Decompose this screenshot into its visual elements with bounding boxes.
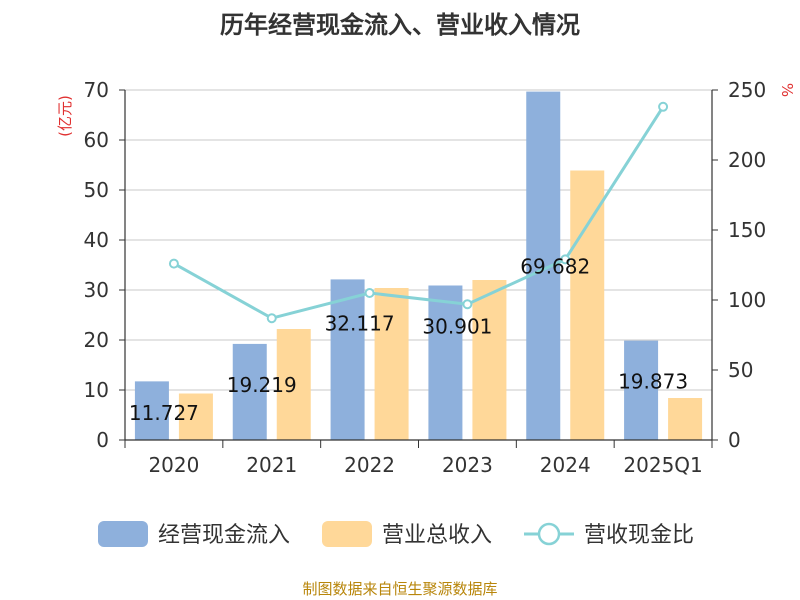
x-tick-label: 2020	[148, 453, 199, 477]
ratio-point	[168, 258, 179, 269]
left-tick-label: 50	[84, 178, 109, 202]
left-tick-label: 40	[84, 228, 109, 252]
bar-revenue	[668, 398, 703, 440]
chart-title: 历年经营现金流入、营业收入情况	[220, 11, 580, 39]
ratio-point	[462, 299, 473, 310]
right-axis-unit: %	[778, 83, 796, 97]
legend-label-revenue: 营业总收入	[382, 523, 492, 548]
right-tick-label: 100	[728, 288, 766, 312]
x-tick-label: 2022	[344, 453, 395, 477]
bar-cash-inflow	[624, 340, 659, 440]
left-tick-label: 70	[84, 78, 109, 102]
gridlines	[125, 89, 712, 391]
bar-revenue	[374, 288, 409, 440]
left-axis-unit: (亿元)	[56, 95, 74, 137]
right-tick-label: 50	[728, 358, 753, 382]
legend-swatch-revenue	[322, 521, 372, 547]
bar-cash-inflow	[428, 285, 463, 440]
ratio-point	[658, 101, 669, 112]
left-tick-label: 10	[84, 378, 109, 402]
source-note: 制图数据来自恒生聚源数据库	[302, 580, 497, 598]
data-label-cash-inflow: 19.873	[618, 370, 688, 394]
x-tick-label: 2023	[442, 453, 493, 477]
x-tick-label: 2021	[246, 453, 297, 477]
bars	[134, 91, 703, 440]
legend-label-ratio: 营收现金比	[584, 523, 694, 548]
data-label-cash-inflow: 69.682	[520, 254, 590, 278]
bar-revenue	[276, 329, 311, 440]
data-label-cash-inflow: 19.219	[227, 373, 297, 397]
bar-cash-inflow	[134, 381, 169, 440]
bar-revenue	[178, 393, 213, 440]
x-tick-label: 2024	[540, 453, 591, 477]
left-tick-label: 60	[84, 128, 109, 152]
x-tick-label: 2025Q1	[623, 453, 702, 477]
data-label-cash-inflow: 30.901	[422, 314, 492, 338]
data-label-cash-inflow: 32.117	[325, 312, 395, 336]
ratio-point	[266, 313, 277, 324]
legend-swatch-ratio-marker	[537, 522, 561, 546]
right-tick-label: 0	[728, 428, 741, 452]
legend-label-cash-inflow: 经营现金流入	[158, 523, 290, 548]
data-labels: 11.727 19.219 32.117 30.901 69.682 19.873	[129, 254, 688, 425]
ratio-point	[364, 288, 375, 298]
ratio-point	[560, 254, 571, 265]
right-tick-label: 250	[728, 78, 766, 102]
ratio-line	[168, 101, 669, 324]
left-tick-label: 0	[96, 428, 109, 452]
right-tick-label: 200	[728, 148, 766, 172]
left-tick-label: 20	[84, 328, 109, 352]
bar-cash-inflow	[330, 279, 365, 440]
bar-revenue	[570, 170, 605, 440]
bar-revenue	[472, 280, 507, 440]
left-tick-label: 30	[84, 278, 109, 302]
data-label-cash-inflow: 11.727	[129, 401, 199, 425]
legend-swatch-cash-inflow	[98, 521, 148, 547]
right-tick-label: 150	[728, 218, 766, 242]
legend: 经营现金流入 营业总收入 营收现金比	[98, 521, 694, 548]
ratio-line-path	[173, 105, 665, 320]
bar-cash-inflow	[232, 343, 267, 440]
axes: 0 10 20 30 40 50 60 70 0 50 100 150 200 250 2020 2021 20…	[84, 78, 767, 477]
